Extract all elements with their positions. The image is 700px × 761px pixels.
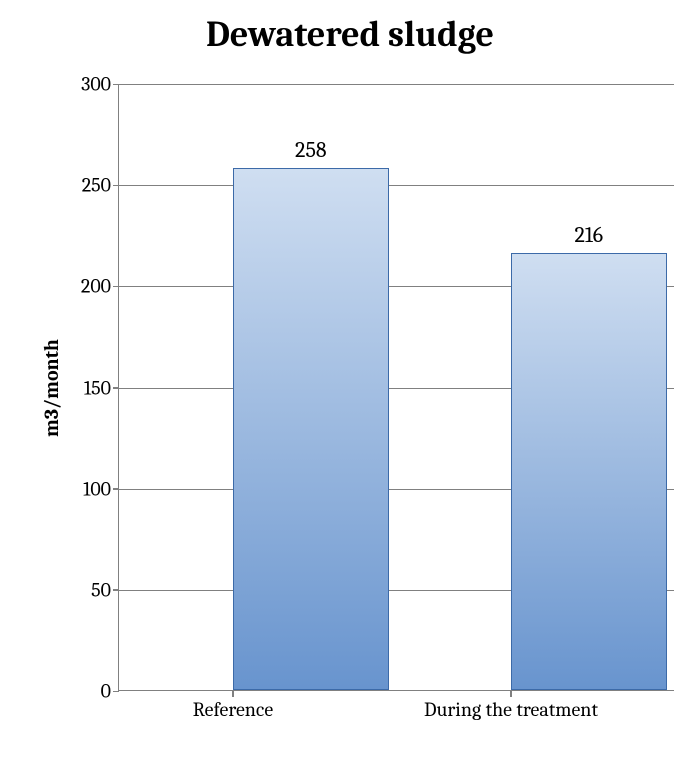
y-tick-label: 0	[101, 680, 119, 703]
y-tick-label: 50	[91, 578, 119, 601]
y-tick-label: 250	[82, 174, 119, 197]
gridline	[119, 84, 674, 85]
x-tick-label: Reference	[193, 690, 273, 721]
bar	[511, 253, 667, 690]
plot-area: 050100150200250300258Reference216During …	[118, 84, 674, 691]
bar-value-label: 216	[574, 222, 603, 254]
y-tick-label: 150	[84, 376, 119, 399]
chart-title: Dewatered sludge	[0, 14, 700, 55]
y-tick-label: 100	[83, 477, 119, 500]
y-axis-label: m3/month	[40, 339, 63, 437]
gridline	[119, 185, 674, 186]
y-tick-label: 200	[81, 275, 119, 298]
bar-value-label: 258	[295, 137, 327, 169]
x-tick-label: During the treatment	[424, 690, 598, 721]
bar	[233, 168, 389, 690]
y-tick-label: 300	[81, 73, 119, 96]
